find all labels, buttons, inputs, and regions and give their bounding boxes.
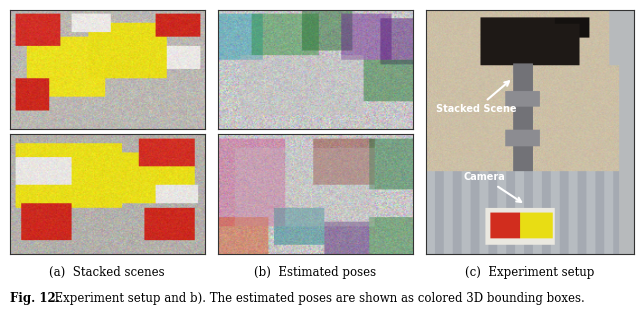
Text: (b)  Estimated poses: (b) Estimated poses — [254, 266, 376, 279]
Text: Stacked Scene: Stacked Scene — [436, 81, 516, 114]
Text: (a)  Stacked scenes: (a) Stacked scenes — [49, 266, 165, 279]
Text: (c)  Experiment setup: (c) Experiment setup — [465, 266, 595, 279]
Text: Fig. 12.: Fig. 12. — [10, 292, 60, 305]
Text: Camera: Camera — [463, 172, 521, 202]
Text: Experiment setup and b). The estimated poses are shown as colored 3D bounding bo: Experiment setup and b). The estimated p… — [47, 292, 584, 305]
